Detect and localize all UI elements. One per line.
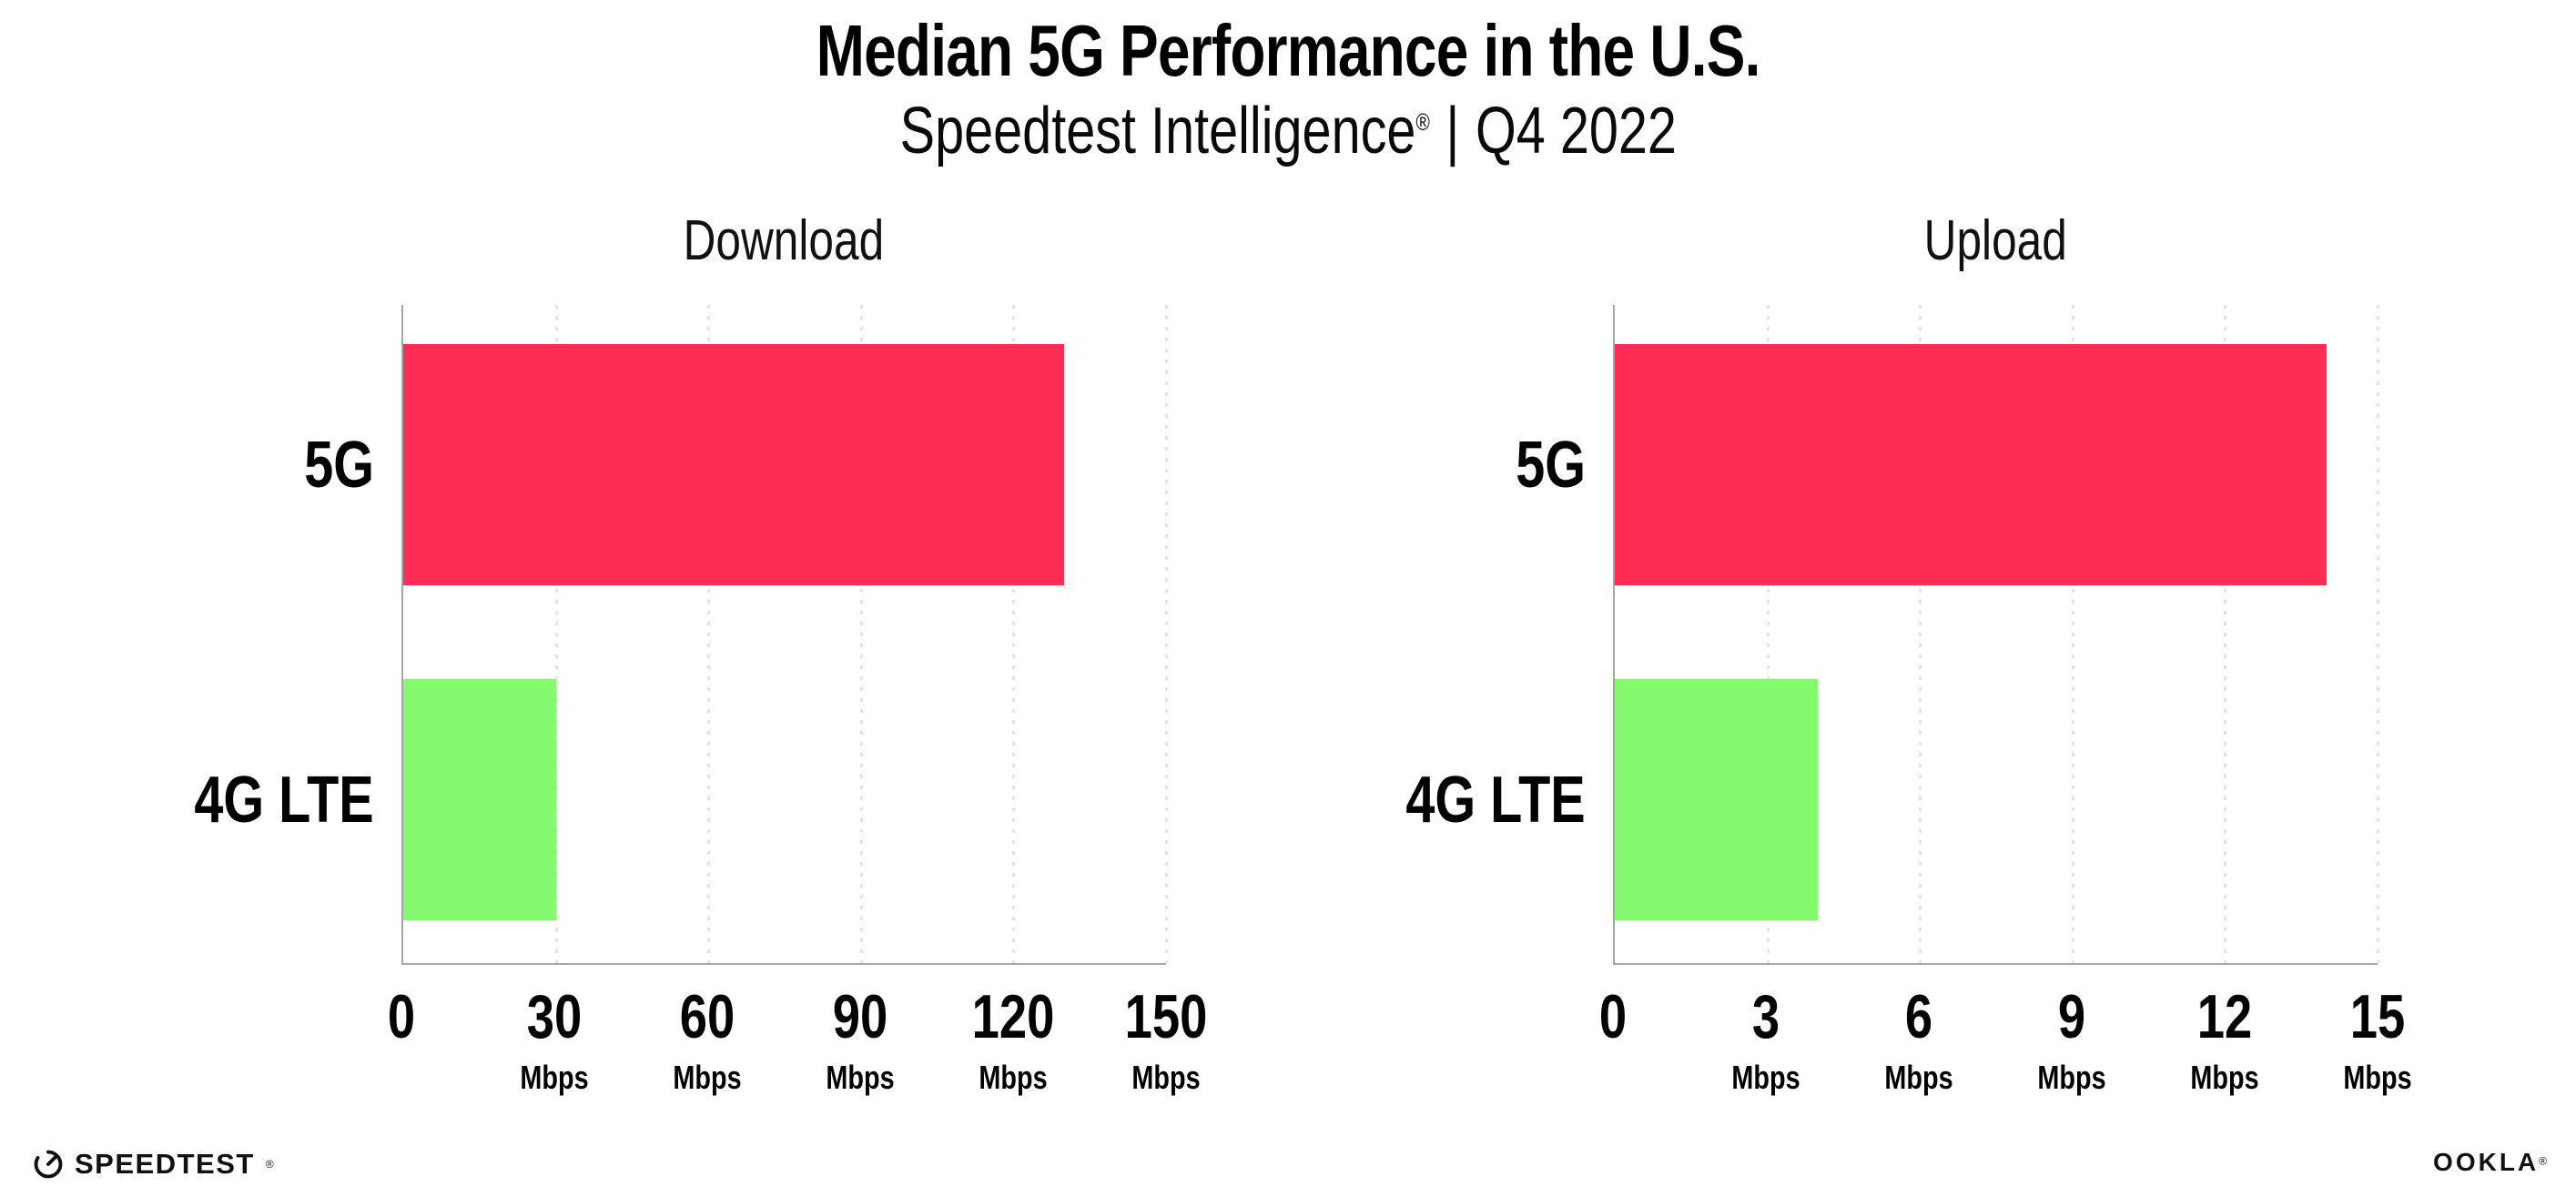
chart-title: Download [683,209,885,272]
category-label-5g: 5G [1516,429,1586,502]
ookla-wordmark: OOKLA [2433,1148,2540,1176]
x-axis-ticks: 0 3 Mbps 6 Mbps 9 Mbps 12 Mbps 15 Mbps [1599,982,2412,1147]
gridline-90 [859,305,863,963]
category-label-4g-lte: 4G LTE [194,764,374,837]
x-tick-120: 120 Mbps [971,982,1055,1096]
x-tick-3: 3 Mbps [1731,982,1800,1096]
x-axis-ticks: 0 30 Mbps 60 Mbps 90 Mbps 120 Mbps 150 Mbps [388,982,1208,1147]
gridline-9 [2071,305,2074,963]
speedtest-wordmark: SPEEDTEST [75,1148,255,1180]
subtitle-period: Q4 2022 [1475,95,1677,167]
gridline-3 [1766,305,1770,963]
plot-area [1613,305,2379,965]
registered-mark: ® [1415,108,1430,136]
x-tick-30: 30 Mbps [520,982,589,1096]
page-subtitle-row: Speedtest Intelligence® | Q4 2022 [0,93,2576,169]
x-tick-90: 90 Mbps [826,982,895,1096]
subtitle-brand: Speedtest Intelligence [899,95,1416,167]
bar-4g-lte [403,678,556,920]
gauge-needle [46,1155,57,1166]
x-tick-6: 6 Mbps [1884,982,1953,1096]
gridline-120 [1012,305,1016,963]
gridline-12 [2224,305,2227,963]
page-title-row: Median 5G Performance in the U.S. [0,9,2576,93]
gridline-60 [707,305,711,963]
x-tick-9: 9 Mbps [2037,982,2106,1096]
category-label-4g-lte: 4G LTE [1405,764,1586,837]
gridline-6 [1919,305,1922,963]
chart-title-row: Download [401,208,1166,275]
chart-title-row: Upload [1613,208,2378,275]
chart-title: Upload [1923,209,2067,272]
bar-5g [1615,343,2328,585]
speedtest-logo: SPEEDTEST ® [33,1148,274,1181]
speedtest-registered-mark: ® [265,1158,274,1171]
x-tick-0: 0 [387,982,416,1051]
category-label-5g: 5G [304,429,374,502]
ookla-logo: OOKLA® [2433,1148,2547,1177]
speedtest-gauge-icon [34,1150,63,1179]
category-axis: 5G 4G LTE [1376,305,1586,965]
x-tick-150: 150 Mbps [1124,982,1208,1096]
gridline-150 [1165,305,1168,963]
plot-area [401,305,1168,965]
bar-4g-lte [1615,678,1819,920]
x-tick-0: 0 [1598,982,1628,1051]
subtitle-separator: | [1445,95,1460,167]
download-chart-panel: Download 5G 4G LTE 0 30 Mbps 60 Mbps 90 Mbps 120… [165,208,1221,1154]
chart-header: Median 5G Performance in the U.S. Speedt… [0,0,2576,169]
gridline-30 [554,305,558,963]
page-title: Median 5G Performance in the U.S. [816,10,1761,91]
x-tick-12: 12 Mbps [2190,982,2259,1096]
x-tick-15: 15 Mbps [2343,982,2412,1096]
ookla-registered-mark: ® [2539,1154,2547,1168]
category-axis: 5G 4G LTE [165,305,374,965]
upload-chart-panel: Upload 5G 4G LTE 0 3 Mbps 6 Mbps 9 Mbps 12 Mbps 15… [1376,208,2432,1154]
x-tick-60: 60 Mbps [673,982,742,1096]
bar-5g [403,343,1065,585]
gridline-15 [2377,305,2379,963]
page-subtitle: Speedtest Intelligence® | Q4 2022 [899,93,1676,169]
